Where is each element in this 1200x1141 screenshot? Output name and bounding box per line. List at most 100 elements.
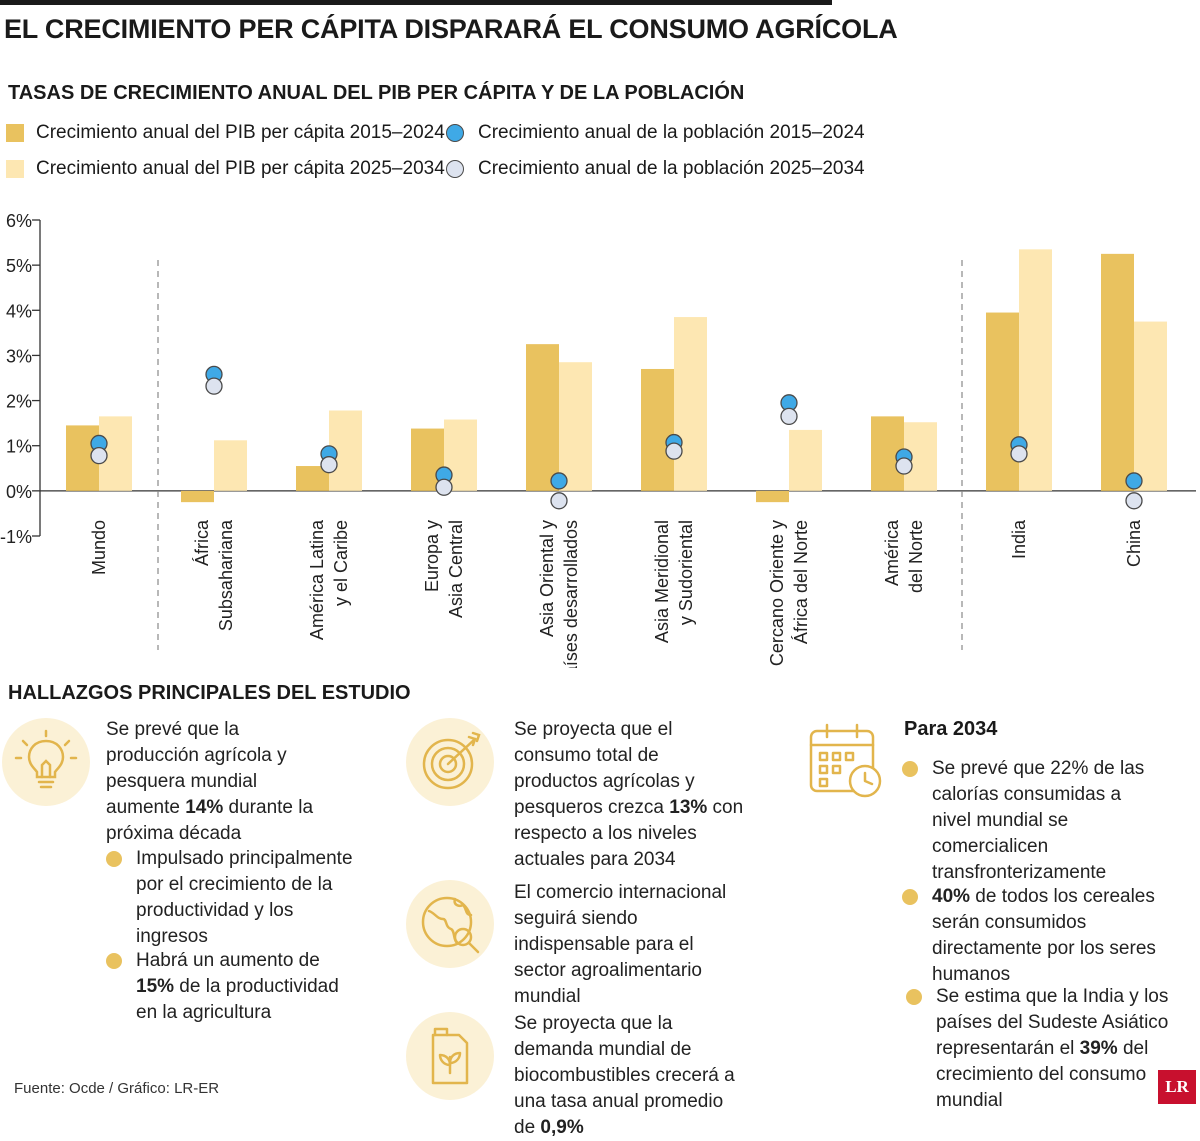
- calendar-clock-icon: [798, 712, 894, 808]
- y-tick-label: 1%: [6, 437, 32, 457]
- finding-production-text: Se prevé que la producción agrícola y pe…: [106, 719, 287, 818]
- category-label: y Sudoriental: [676, 520, 696, 625]
- finding-production-text-end: durante la próxima década: [106, 797, 314, 844]
- bar-gdp-2015: [526, 344, 559, 491]
- category-label: América Latina: [307, 519, 327, 640]
- category-label: Asia Oriental y: [537, 520, 557, 637]
- finding-production-value: 14%: [185, 797, 224, 818]
- top-rule: [0, 0, 832, 5]
- for-2034-title: Para 2034: [904, 718, 998, 740]
- bar-chart: 6% 5% 4% 3% 2% 1% 0% -1% Mundo África Subsahariana…: [0, 211, 1196, 668]
- findings-title: HALLAZGOS PRINCIPALES DEL ESTUDIO: [8, 682, 411, 704]
- bullet-productivity-drivers: Impulsado principalmente por el crecimie…: [106, 846, 356, 950]
- bullet-calories: Se prevé que 22% de las calorías consumi…: [902, 756, 1152, 886]
- finding-biofuels-text: Se proyecta que la demanda mundial de bi…: [514, 1013, 735, 1138]
- y-tick-label: 0%: [6, 482, 32, 502]
- category-label: Asia Central: [446, 520, 466, 618]
- lightbulb-icon: [2, 718, 90, 806]
- dot-pop-2025: [550, 492, 568, 510]
- legend-label-pop-2015: Crecimiento anual de la población 2015–2…: [478, 122, 865, 143]
- legend-swatch-gdp-2025: [6, 160, 24, 178]
- bullet-cereals-value: 40%: [932, 886, 971, 907]
- bar-gdp-2025: [1134, 321, 1167, 491]
- dot-pop-2025: [665, 442, 683, 460]
- bullet-consumption-growth-value: 39%: [1079, 1038, 1118, 1059]
- dot-pop-2025: [435, 478, 453, 496]
- category-label: Cercano Oriente y: [767, 520, 787, 666]
- bullet-consumption-growth: Se estima que la India y los países del …: [906, 984, 1196, 1114]
- dot-pop-2025: [1010, 445, 1028, 463]
- finding-production: Se prevé que la producción agrícola y pe…: [106, 717, 336, 847]
- category-label: China: [1124, 519, 1144, 567]
- dot-pop-2015: [1125, 472, 1143, 490]
- bar-gdp-2025: [674, 317, 707, 491]
- bullet-cereals-text: de todos los cereales serán consumidos d…: [932, 886, 1156, 985]
- legend-swatch-gdp-2015: [6, 124, 24, 142]
- category-label: países desarrollados: [561, 520, 581, 668]
- category-label: y el Caribe: [331, 520, 351, 606]
- category-label: Europa y: [422, 520, 442, 592]
- dot-pop-2025: [1125, 492, 1143, 510]
- dot-pop-2025: [895, 457, 913, 475]
- chart-title: TASAS DE CRECIMIENTO ANUAL DEL PIB PER C…: [8, 82, 745, 104]
- bar-gdp-2015: [641, 368, 674, 491]
- finding-biofuels: Se proyecta que la demanda mundial de bi…: [514, 1011, 746, 1141]
- bullet-productivity-increase-text: Habrá un aumento de: [136, 950, 320, 971]
- dot-pop-2025: [320, 456, 338, 474]
- category-label: India: [1009, 519, 1029, 559]
- dot-pop-2025: [780, 407, 798, 426]
- bullet-consumption-growth-text-end: del crecimiento del consumo mundial: [936, 1038, 1149, 1111]
- main-title: EL CRECIMIENTO PER CÁPITA DISPARARÁ EL C…: [4, 14, 898, 44]
- bullet-dot: [902, 889, 918, 905]
- bullet-productivity-drivers-text: Impulsado principalmente por el crecimie…: [136, 848, 353, 947]
- finding-trade-text: El comercio internacional seguirá siendo…: [514, 882, 727, 1007]
- y-tick-label: 2%: [6, 392, 32, 412]
- bar-gdp-2015: [756, 490, 789, 503]
- bullet-productivity-increase-text-end: de la productividad en la agricultura: [136, 976, 339, 1023]
- bar-gdp-2015: [181, 490, 214, 503]
- dot-pop-2025: [90, 446, 108, 465]
- fuel-can-icon: [406, 1012, 494, 1100]
- bullet-productivity-increase-value: 15%: [136, 976, 175, 997]
- target-icon: [406, 718, 494, 806]
- legend-item-gdp-2025: Crecimiento anual del PIB per cápita 202…: [6, 158, 445, 180]
- category-label: Mundo: [89, 520, 109, 575]
- y-tick-label: 6%: [6, 211, 32, 231]
- bar-gdp-2025: [214, 440, 247, 491]
- finding-consumption-text: Se proyecta que el consumo total de prod…: [514, 719, 695, 818]
- legend-label-gdp-2015: Crecimiento anual del PIB per cápita 201…: [36, 122, 445, 143]
- y-tick-label: 5%: [6, 256, 32, 276]
- dot-pop-2015: [550, 472, 568, 490]
- bullet-dot: [106, 953, 122, 969]
- category-label: África: [192, 519, 212, 566]
- bar-gdp-2015: [986, 312, 1019, 491]
- bullet-cereals: 40% de todos los cereales serán consumid…: [902, 884, 1162, 988]
- legend-label-gdp-2025: Crecimiento anual del PIB per cápita 202…: [36, 158, 445, 179]
- category-label: África del Norte: [791, 520, 811, 644]
- y-tick-label: 3%: [6, 346, 32, 366]
- y-tick-label: 4%: [6, 301, 32, 321]
- category-label: Asia Meridional: [652, 520, 672, 643]
- legend-item-gdp-2015: Crecimiento anual del PIB per cápita 201…: [6, 122, 445, 144]
- finding-consumption-text-end: con respecto a los niveles actuales para…: [514, 797, 744, 870]
- bar-gdp-2025: [559, 362, 592, 491]
- category-label: del Norte: [906, 520, 926, 593]
- bar-gdp-2025: [789, 429, 822, 491]
- finding-trade: El comercio internacional seguirá siendo…: [514, 880, 746, 1010]
- bullet-productivity-increase: Habrá un aumento de 15% de la productivi…: [106, 948, 356, 1026]
- source-note: Fuente: Ocde / Gráfico: LR-ER: [14, 1080, 220, 1097]
- globe-search-icon: [406, 880, 494, 968]
- dot-pop-2025: [205, 377, 223, 395]
- category-label: América: [882, 519, 902, 586]
- bullet-dot: [106, 851, 122, 867]
- legend-swatch-pop-2025: [446, 160, 464, 178]
- bar-gdp-2015: [1101, 253, 1134, 491]
- lr-logo: LR: [1158, 1070, 1196, 1104]
- bullet-consumption-growth-text: Se estima que la India y los países del …: [936, 986, 1169, 1059]
- bullet-calories-text: Se prevé que 22% de las calorías consumi…: [932, 758, 1145, 883]
- y-tick-label: -1%: [0, 527, 32, 547]
- legend-label-pop-2025: Crecimiento anual de la población 2025–2…: [478, 158, 865, 179]
- legend-item-pop-2015: Crecimiento anual de la población 2015–2…: [446, 122, 865, 144]
- legend-swatch-pop-2015: [446, 124, 464, 142]
- bullet-dot: [906, 989, 922, 1005]
